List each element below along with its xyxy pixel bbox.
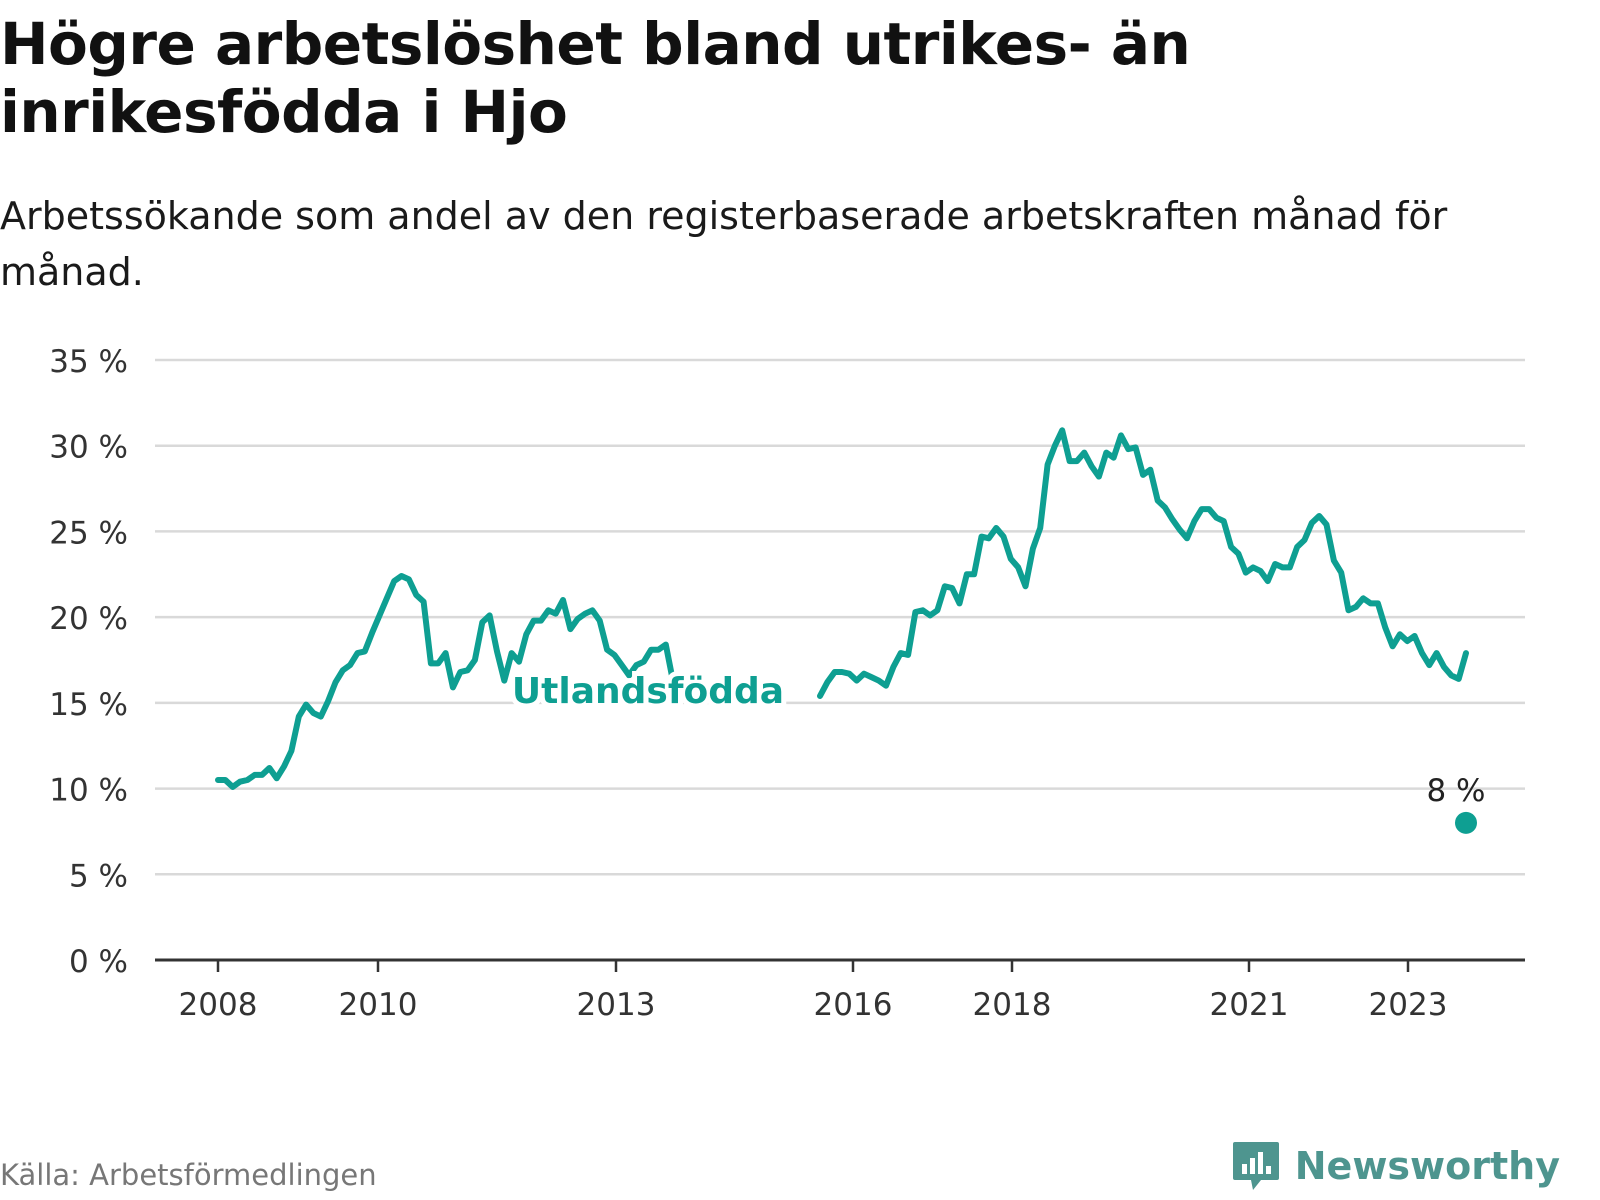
y-tick-label: 15 % xyxy=(49,687,128,723)
x-tick-label: 2021 xyxy=(1210,987,1289,1023)
y-tick-label: 20 % xyxy=(49,601,128,637)
y-tick-label: 5 % xyxy=(69,858,128,894)
x-tick-label: 2008 xyxy=(179,987,258,1023)
series-end-label-utlandsfodda: 8 % xyxy=(1426,773,1485,809)
x-tick-label: 2016 xyxy=(814,987,893,1023)
x-tick-label: 2010 xyxy=(339,987,418,1023)
source-note: Källa: Arbetsförmedlingen xyxy=(0,1158,377,1192)
series-labels: 8 % Utlandsfödda xyxy=(507,666,1486,834)
x-tick-label: 2013 xyxy=(577,987,656,1023)
y-tick-label: 30 % xyxy=(49,430,128,466)
x-tick-label: 2023 xyxy=(1369,987,1448,1023)
series-line-utlandsfodda xyxy=(817,427,1469,699)
series-lines xyxy=(215,427,1469,790)
brand-logo: Newsworthy xyxy=(1231,1140,1560,1192)
grid-lines xyxy=(155,358,1525,876)
y-tick-label: 25 % xyxy=(49,515,128,551)
y-tick-label: 10 % xyxy=(49,773,128,809)
chart-subtitle: Arbetssökande som andel av den registerb… xyxy=(0,194,1448,294)
x-tick-label: 2018 xyxy=(973,987,1052,1023)
y-tick-label: 0 % xyxy=(69,944,128,980)
series-end-marker-utlandsfodda xyxy=(1455,811,1477,834)
chart-title: Högre arbetslöshet bland utrikes- än inr… xyxy=(0,10,1191,146)
y-tick-label: 35 % xyxy=(49,344,128,380)
newsworthy-logo-icon xyxy=(1232,1142,1279,1190)
series-line-utlandsfodda xyxy=(215,573,677,790)
brand-name: Newsworthy xyxy=(1294,1144,1560,1188)
y-axis-tick-labels: 0 % 5 % 10 % 15 % 20 % 25 % 30 % 35 % xyxy=(49,344,128,980)
x-axis: 2008 2010 2013 2016 2018 2021 2023 xyxy=(155,958,1525,1023)
series-label-utlandsfodda: Utlandsfödda xyxy=(512,671,784,712)
